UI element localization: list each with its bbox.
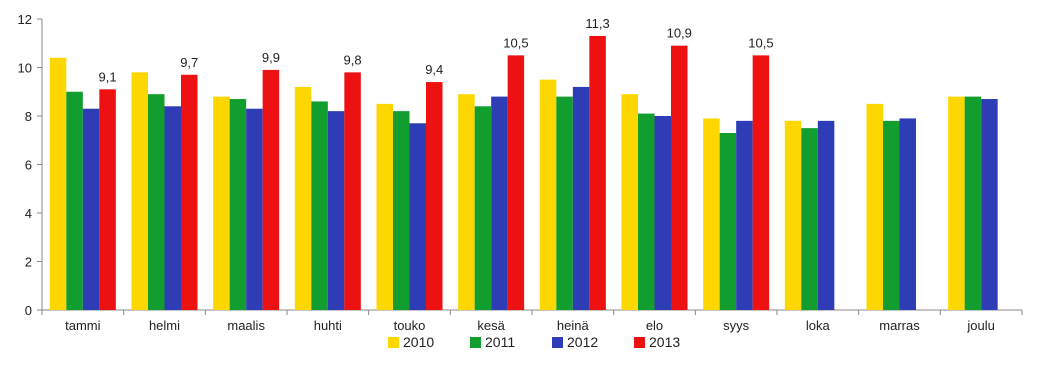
bar-2011: [883, 120, 900, 310]
bar-2010: [131, 72, 148, 310]
legend-swatch: [552, 337, 563, 348]
y-tick-label: 8: [25, 109, 32, 124]
data-label: 9,9: [262, 50, 280, 65]
legend-label: 2011: [485, 334, 515, 350]
x-tick-label: kesä: [477, 318, 505, 333]
legend-swatch: [470, 337, 481, 348]
bar-2011: [556, 96, 573, 310]
data-label: 9,1: [99, 69, 117, 84]
data-label: 10,9: [667, 26, 692, 41]
bar-2012: [817, 120, 835, 310]
x-tick-label: helmi: [149, 318, 180, 333]
bar-2013: [671, 45, 688, 311]
bar-2012: [491, 96, 508, 310]
bar-2010: [948, 96, 965, 310]
data-label: 9,8: [344, 52, 362, 67]
bar-2012: [327, 111, 345, 311]
bar-2012: [899, 118, 916, 310]
bar-2012: [164, 106, 181, 310]
bar-2010: [784, 120, 802, 310]
data-label: 11,3: [585, 16, 609, 31]
x-tick-label: heinä: [557, 318, 590, 333]
x-tick-label: syys: [723, 318, 750, 333]
y-tick-label: 4: [25, 206, 32, 221]
x-tick-label: loka: [806, 318, 831, 333]
x-tick-label: tammi: [65, 318, 101, 333]
bar-2011: [638, 113, 655, 310]
bar-2012: [736, 120, 753, 310]
bar-2011: [393, 111, 410, 311]
x-tick-label: maalis: [227, 318, 265, 333]
data-label: 9,7: [180, 55, 198, 70]
x-tick-label: joulu: [966, 318, 994, 333]
bar-2010: [49, 57, 67, 310]
bar-2012: [654, 116, 671, 310]
legend-label: 2013: [649, 334, 680, 350]
bar-2013: [752, 55, 770, 310]
bar-2010: [703, 118, 720, 310]
bar-2013: [99, 89, 116, 310]
bar-2013: [262, 69, 280, 310]
bar-2010: [376, 103, 393, 310]
y-tick-label: 0: [25, 303, 32, 318]
bar-2011: [66, 91, 83, 310]
bar-2011: [719, 132, 737, 310]
bar-2011: [229, 99, 247, 311]
bar-2013: [426, 82, 443, 310]
bar-2010: [294, 86, 312, 311]
bar-2010: [621, 94, 638, 310]
legend-swatch: [634, 337, 645, 348]
bar-2011: [148, 94, 165, 310]
x-tick-label: marras: [879, 318, 920, 333]
bar-2013: [344, 72, 361, 310]
data-label: 10,5: [748, 35, 773, 50]
bar-2010: [539, 79, 557, 310]
legend-label: 2010: [403, 334, 434, 350]
bar-2010: [866, 103, 883, 310]
bar-2010: [213, 96, 230, 310]
bar-2012: [409, 123, 426, 311]
y-tick-label: 10: [18, 61, 32, 76]
bar-2012: [246, 108, 263, 310]
bar-2011: [474, 106, 492, 310]
bar-2010: [458, 94, 475, 310]
legend-swatch: [388, 337, 399, 348]
bar-2013: [181, 74, 198, 311]
x-tick-label: elo: [646, 318, 663, 333]
x-tick-label: touko: [394, 318, 426, 333]
bar-2011: [801, 128, 818, 310]
x-tick-label: huhti: [314, 318, 342, 333]
bar-2011: [964, 96, 982, 310]
y-tick-label: 6: [25, 158, 32, 173]
bar-2012: [572, 86, 590, 311]
bar-2013: [507, 55, 525, 310]
y-tick-label: 2: [25, 255, 32, 270]
legend-label: 2012: [567, 334, 598, 350]
data-label: 9,4: [425, 62, 443, 77]
bar-2012: [981, 99, 998, 311]
bar-2013: [589, 35, 606, 310]
bar-2011: [311, 101, 328, 310]
data-label: 10,5: [503, 35, 528, 50]
bar-2012: [82, 108, 100, 310]
y-tick-label: 12: [18, 12, 32, 27]
